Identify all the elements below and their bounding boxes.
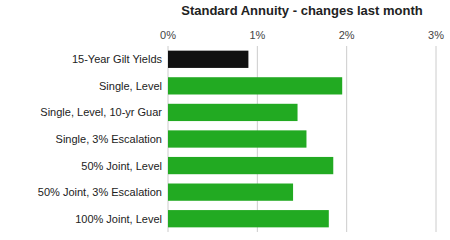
bar [168, 104, 298, 121]
tick-label: 1% [249, 29, 265, 41]
tick-label: 2% [339, 29, 355, 41]
bar [168, 77, 342, 94]
chart-container: Standard Annuity - changes last month 0% 1… [0, 0, 450, 240]
title: Standard Annuity - changes last month [181, 3, 423, 18]
tick-label: 0% [160, 29, 176, 41]
category-label: Single, Level, 10-yr Guar [40, 106, 162, 118]
bar [168, 130, 306, 147]
bar [168, 184, 293, 201]
category-label: Single, Level [99, 80, 162, 92]
bar [168, 157, 333, 174]
category-label: Single, 3% Escalation [56, 133, 162, 145]
bar [168, 210, 329, 227]
bars [168, 51, 342, 228]
bar [168, 51, 248, 68]
category-label: 100% Joint, Level [75, 213, 162, 225]
category-label: 50% Joint, Level [81, 160, 162, 172]
grid-line [436, 46, 437, 232]
tick-label: 3% [428, 29, 444, 41]
category-label: 15-Year Gilt Yields [72, 53, 163, 65]
grid-line [346, 46, 347, 232]
grid [168, 46, 436, 232]
category-label: 50% Joint, 3% Escalation [38, 186, 162, 198]
chart: Standard Annuity - changes last month 0% 1… [0, 0, 450, 240]
